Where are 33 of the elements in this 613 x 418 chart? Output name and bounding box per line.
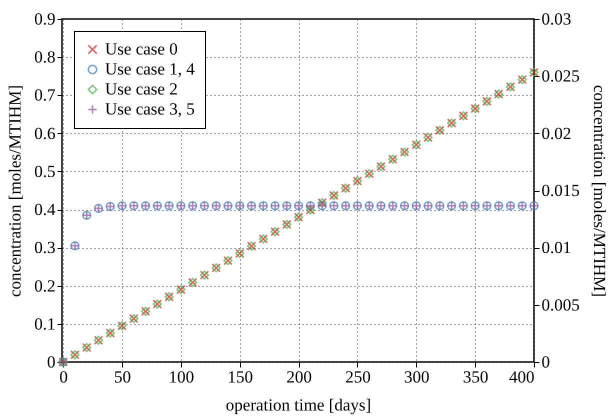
legend-label: Use case 0	[105, 40, 178, 58]
y-tick-label: 0.3	[34, 238, 56, 258]
y2-axis-title: concentration [moles/MTIHM]	[590, 85, 609, 297]
y-tick-label: 0	[47, 352, 56, 372]
y-tick-label: 0.9	[34, 10, 56, 28]
y2-tick-label: 0.005	[542, 295, 580, 314]
y2-tick-label: 0.02	[542, 124, 572, 143]
y-tick-label: 0.7	[34, 86, 56, 105]
x-axis-title: operation time [days]	[226, 396, 372, 414]
y-tick-label: 0.1	[34, 314, 56, 334]
y-axis-title: concentration [moles/MTIHM]	[5, 85, 24, 297]
y-tick-label: 0.5	[34, 162, 56, 181]
y-tick-label: 0.8	[34, 48, 56, 67]
legend-label: Use case 1, 4	[105, 60, 196, 78]
y-tick-label: 0.6	[34, 124, 56, 143]
y2-tick-label: 0.01	[542, 238, 572, 258]
x-tick-label: 100	[168, 368, 194, 386]
y-tick-label: 0.4	[34, 200, 56, 220]
x-tick-label: 250	[345, 368, 371, 386]
x-tick-label: 350	[462, 368, 488, 386]
y2-tick-label: 0.03	[542, 10, 572, 28]
y2-tick-label: 0	[542, 352, 550, 372]
x-tick-label: 0	[59, 368, 68, 386]
y2-tick-label: 0.025	[542, 66, 580, 86]
x-tick-label: 300	[404, 368, 430, 386]
x-tick-label: 400	[509, 368, 534, 386]
y2-tick-label: 0.015	[542, 181, 580, 200]
x-tick-label: 200	[286, 368, 312, 386]
x-tick-label: 150	[227, 368, 253, 386]
y-tick-label: 0.2	[34, 276, 56, 296]
legend-label: Use case 3, 5	[105, 100, 195, 118]
legend-label: Use case 2	[105, 80, 178, 98]
x-tick-label: 50	[114, 368, 132, 386]
